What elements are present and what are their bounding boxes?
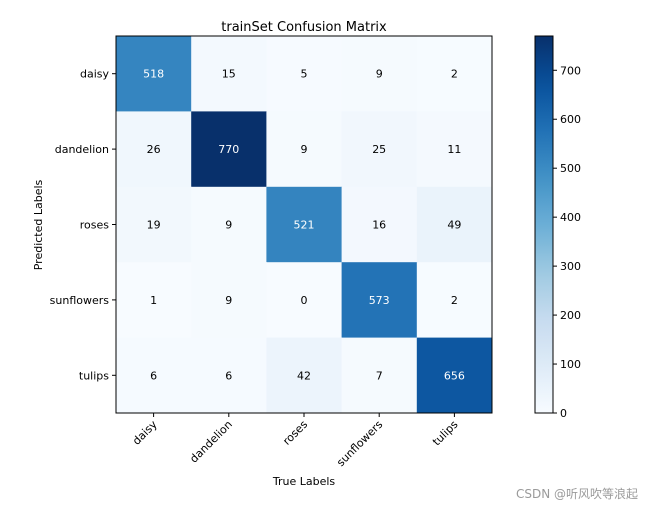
cell-daisy-roses (266, 36, 343, 112)
y-axis-label: Predicted Labels (32, 179, 45, 270)
cell-value-dandelion-sunflowers: 25 (372, 143, 386, 156)
cell-roses-dandelion (191, 186, 267, 263)
cell-roses-daisy (116, 186, 192, 263)
colorbar (534, 35, 554, 414)
cell-value-sunflowers-dandelion: 9 (225, 294, 232, 307)
cell-roses-sunflowers (341, 186, 418, 263)
cell-daisy-sunflowers (341, 36, 418, 112)
cell-sunflowers-daisy (116, 262, 192, 339)
cell-value-sunflowers-roses: 0 (301, 294, 308, 307)
heatmap-cells (116, 36, 493, 414)
cell-value-roses-sunflowers: 16 (372, 219, 386, 232)
cell-daisy-dandelion (191, 36, 267, 112)
cell-dandelion-roses (266, 111, 343, 188)
y-tick-label-sunflowers: sunflowers (50, 294, 110, 307)
chart-title: trainSet Confusion Matrix (221, 20, 387, 35)
x-tick-label-dandelion: dandelion (187, 418, 235, 466)
x-tick-label-daisy: daisy (130, 418, 160, 448)
cell-value-daisy-tulips: 2 (451, 68, 458, 81)
x-tick-label-sunflowers: sunflowers (334, 418, 385, 469)
cell-value-daisy-roses: 5 (301, 68, 308, 81)
cell-roses-tulips (416, 186, 493, 263)
cell-tulips-sunflowers (341, 337, 418, 414)
cell-sunflowers-dandelion (191, 262, 267, 339)
cell-dandelion-daisy (116, 111, 192, 188)
cell-value-tulips-roses: 42 (297, 369, 311, 382)
colorbar-tick-label-400: 400 (560, 211, 581, 224)
cell-daisy-tulips (416, 36, 493, 112)
y-tick-label-dandelion: dandelion (55, 143, 109, 156)
x-axis-label: True Labels (272, 475, 336, 488)
x-tick-label-tulips: tulips (430, 418, 461, 449)
cell-value-roses-daisy: 19 (147, 219, 161, 232)
cell-daisy-daisy (116, 36, 192, 112)
colorbar-tick-label-700: 700 (560, 64, 581, 77)
colorbar-tick-label-200: 200 (560, 309, 581, 322)
colorbar-tick-label-600: 600 (560, 113, 581, 126)
cell-value-daisy-daisy: 518 (143, 68, 164, 81)
cell-dandelion-dandelion (191, 111, 267, 188)
cell-sunflowers-tulips (416, 262, 493, 339)
cell-tulips-dandelion (191, 337, 267, 414)
cell-value-dandelion-daisy: 26 (147, 143, 161, 156)
cell-roses-roses (266, 186, 343, 263)
cell-value-daisy-dandelion: 15 (222, 68, 236, 81)
cell-value-tulips-dandelion: 6 (225, 369, 232, 382)
cell-dandelion-sunflowers (341, 111, 418, 188)
cell-value-sunflowers-sunflowers: 573 (369, 294, 390, 307)
cell-value-sunflowers-daisy: 1 (150, 294, 157, 307)
cell-value-daisy-sunflowers: 9 (376, 68, 383, 81)
cell-value-dandelion-roses: 9 (301, 143, 308, 156)
colorbar-tick-label-500: 500 (560, 162, 581, 175)
cell-value-tulips-tulips: 656 (444, 369, 465, 382)
cell-value-sunflowers-tulips: 2 (451, 294, 458, 307)
x-tick-label-roses: roses (280, 418, 310, 448)
cell-value-dandelion-tulips: 11 (447, 143, 461, 156)
colorbar-tick-label-300: 300 (560, 260, 581, 273)
cell-tulips-tulips (416, 337, 493, 414)
y-tick-label-daisy: daisy (80, 68, 110, 81)
cell-tulips-daisy (116, 337, 192, 414)
cell-value-roses-dandelion: 9 (225, 219, 232, 232)
x-axis-ticks: daisy dandelion roses sunflowers tulips (130, 413, 461, 469)
y-tick-label-roses: roses (80, 219, 110, 232)
colorbar-ticks: 0 100 200 300 400 500 600 700 (553, 64, 581, 420)
cell-dandelion-tulips (416, 111, 493, 188)
cell-value-roses-roses: 521 (294, 219, 315, 232)
cell-sunflowers-sunflowers (341, 262, 418, 339)
colorbar-tick-label-0: 0 (560, 407, 567, 420)
cell-value-tulips-daisy: 6 (150, 369, 157, 382)
cell-value-tulips-sunflowers: 7 (376, 369, 383, 382)
cell-value-roses-tulips: 49 (447, 219, 461, 232)
y-axis-ticks: daisy dandelion roses sunflowers tulips (50, 68, 116, 382)
colorbar-tick-label-100: 100 (560, 358, 581, 371)
y-tick-label-tulips: tulips (79, 369, 109, 382)
cell-tulips-roses (266, 337, 343, 414)
watermark: CSDN @听风吹等浪起 (515, 487, 638, 501)
cell-sunflowers-roses (266, 262, 343, 339)
cell-value-dandelion-dandelion: 770 (218, 143, 239, 156)
